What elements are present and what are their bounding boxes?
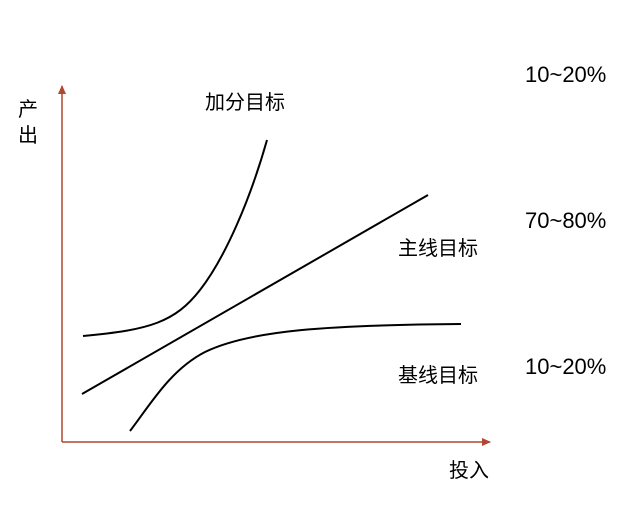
baseline-target-share: 10~20% (525, 354, 607, 379)
bonus-target-share: 10~20% (525, 62, 607, 87)
main-target-label: 主线目标 (398, 236, 478, 260)
baseline-target-curve (129, 323, 462, 432)
y-axis-label-char-1: 产 (18, 97, 38, 121)
bonus-target-label: 加分目标 (205, 90, 285, 114)
baseline-target-label: 基线目标 (398, 363, 478, 387)
y-axis-label: 产 出 (17, 96, 39, 148)
main-target-line (81, 194, 429, 395)
y-axis-label-char-2: 出 (18, 123, 38, 147)
main-target-share: 70~80% (525, 208, 607, 233)
x-axis-label: 投入 (449, 458, 489, 482)
bonus-target-curve (82, 139, 268, 337)
